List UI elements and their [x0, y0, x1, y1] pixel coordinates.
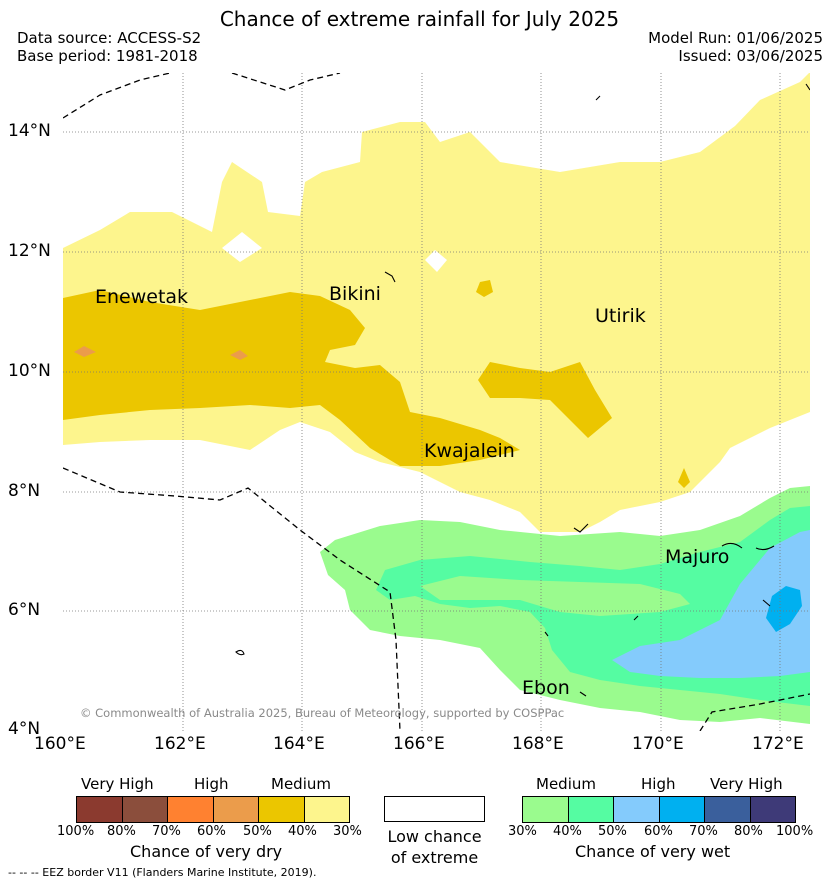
legend-dry-title: Chance of very dry — [130, 842, 283, 861]
legend-wet-tick: 50% — [598, 824, 627, 839]
dry-high-spot — [74, 346, 96, 357]
wet-high-dark-region — [766, 586, 802, 632]
legend-low-line2: of extreme — [390, 848, 479, 867]
dry-medium-dark-region — [63, 290, 520, 466]
y-tick: 8°N — [8, 481, 41, 501]
legend-swatch — [750, 797, 795, 822]
x-tick: 166°E — [393, 734, 445, 754]
legend-swatch — [304, 797, 349, 822]
place-label-bikini: Bikini — [329, 283, 381, 305]
legend-wet-tick: 30% — [508, 824, 537, 839]
legend-swatch — [122, 797, 168, 822]
y-tick: 14°N — [8, 121, 51, 141]
legend-wet-colorbar — [522, 796, 796, 823]
legend-dry-tick: 60% — [197, 824, 226, 839]
legend-low-line1: Low chance — [387, 827, 482, 846]
legend-swatch — [213, 797, 259, 822]
legend-dry-category: High — [194, 775, 229, 793]
legend-dry-tick: 70% — [152, 824, 181, 839]
place-label-utirik: Utirik — [595, 305, 646, 327]
place-label-ebon: Ebon — [522, 677, 570, 699]
legend-dry-tick: 50% — [243, 824, 272, 839]
eez-border — [63, 73, 810, 731]
legend-wet-tick: 100% — [776, 824, 814, 839]
map-plot-area — [63, 73, 810, 731]
y-tick: 12°N — [8, 241, 51, 261]
legend-dry-tick: 40% — [288, 824, 317, 839]
legend-dry-category: Very High — [81, 775, 154, 793]
legend-swatch — [659, 797, 705, 822]
legend-swatch — [614, 797, 660, 822]
wet-high-light-region — [612, 530, 810, 678]
x-tick: 168°E — [512, 734, 564, 754]
legend-dry-category: Medium — [271, 775, 331, 793]
legend-dry-tick: 100% — [57, 824, 95, 839]
copyright-text: © Commonwealth of Australia 2025, Bureau… — [80, 706, 565, 720]
legend-dry-colorbar — [76, 796, 350, 823]
y-tick: 6°N — [8, 600, 41, 620]
issued-date: Issued: 03/06/2025 — [678, 47, 823, 65]
legend-wet-tick: 40% — [553, 824, 582, 839]
map-title: Chance of extreme rainfall for July 2025 — [219, 7, 620, 31]
place-label-majuro: Majuro — [665, 546, 730, 568]
place-label-enewetak: Enewetak — [95, 286, 189, 308]
y-tick: 10°N — [8, 361, 51, 381]
x-tick: 160°E — [34, 734, 86, 754]
legend-wet-category: Medium — [536, 775, 596, 793]
x-tick: 162°E — [154, 734, 206, 754]
legend-swatch — [259, 797, 305, 822]
x-tick: 164°E — [273, 734, 325, 754]
legend-dry-tick: 80% — [107, 824, 136, 839]
data-source: Data source: ACCESS-S2 — [17, 29, 202, 47]
base-period: Base period: 1981-2018 — [17, 47, 198, 65]
legend-wet-tick: 70% — [689, 824, 718, 839]
legend-swatch — [523, 797, 569, 822]
dry-medium-light-region — [63, 73, 810, 532]
legend-wet-tick: 80% — [734, 824, 763, 839]
legend-swatch — [77, 797, 123, 822]
x-tick: 170°E — [632, 734, 684, 754]
coastlines — [235, 83, 810, 697]
legend-swatch — [568, 797, 614, 822]
legend-low-swatch — [384, 796, 485, 822]
legend-dry-tick: 30% — [333, 824, 362, 839]
legend-wet-category: High — [641, 775, 676, 793]
y-tick: 4°N — [8, 719, 41, 739]
x-tick: 172°E — [752, 734, 804, 754]
place-label-kwajalein: Kwajalein — [424, 440, 515, 462]
legend-swatch — [168, 797, 214, 822]
legend-wet-title: Chance of very wet — [575, 842, 731, 861]
model-run: Model Run: 01/06/2025 — [648, 29, 823, 47]
legend-wet-tick: 60% — [644, 824, 673, 839]
eez-note: -- -- -- EEZ border V11 (Flanders Marine… — [8, 866, 317, 879]
legend-wet-category: Very High — [710, 775, 783, 793]
legend-swatch — [705, 797, 751, 822]
